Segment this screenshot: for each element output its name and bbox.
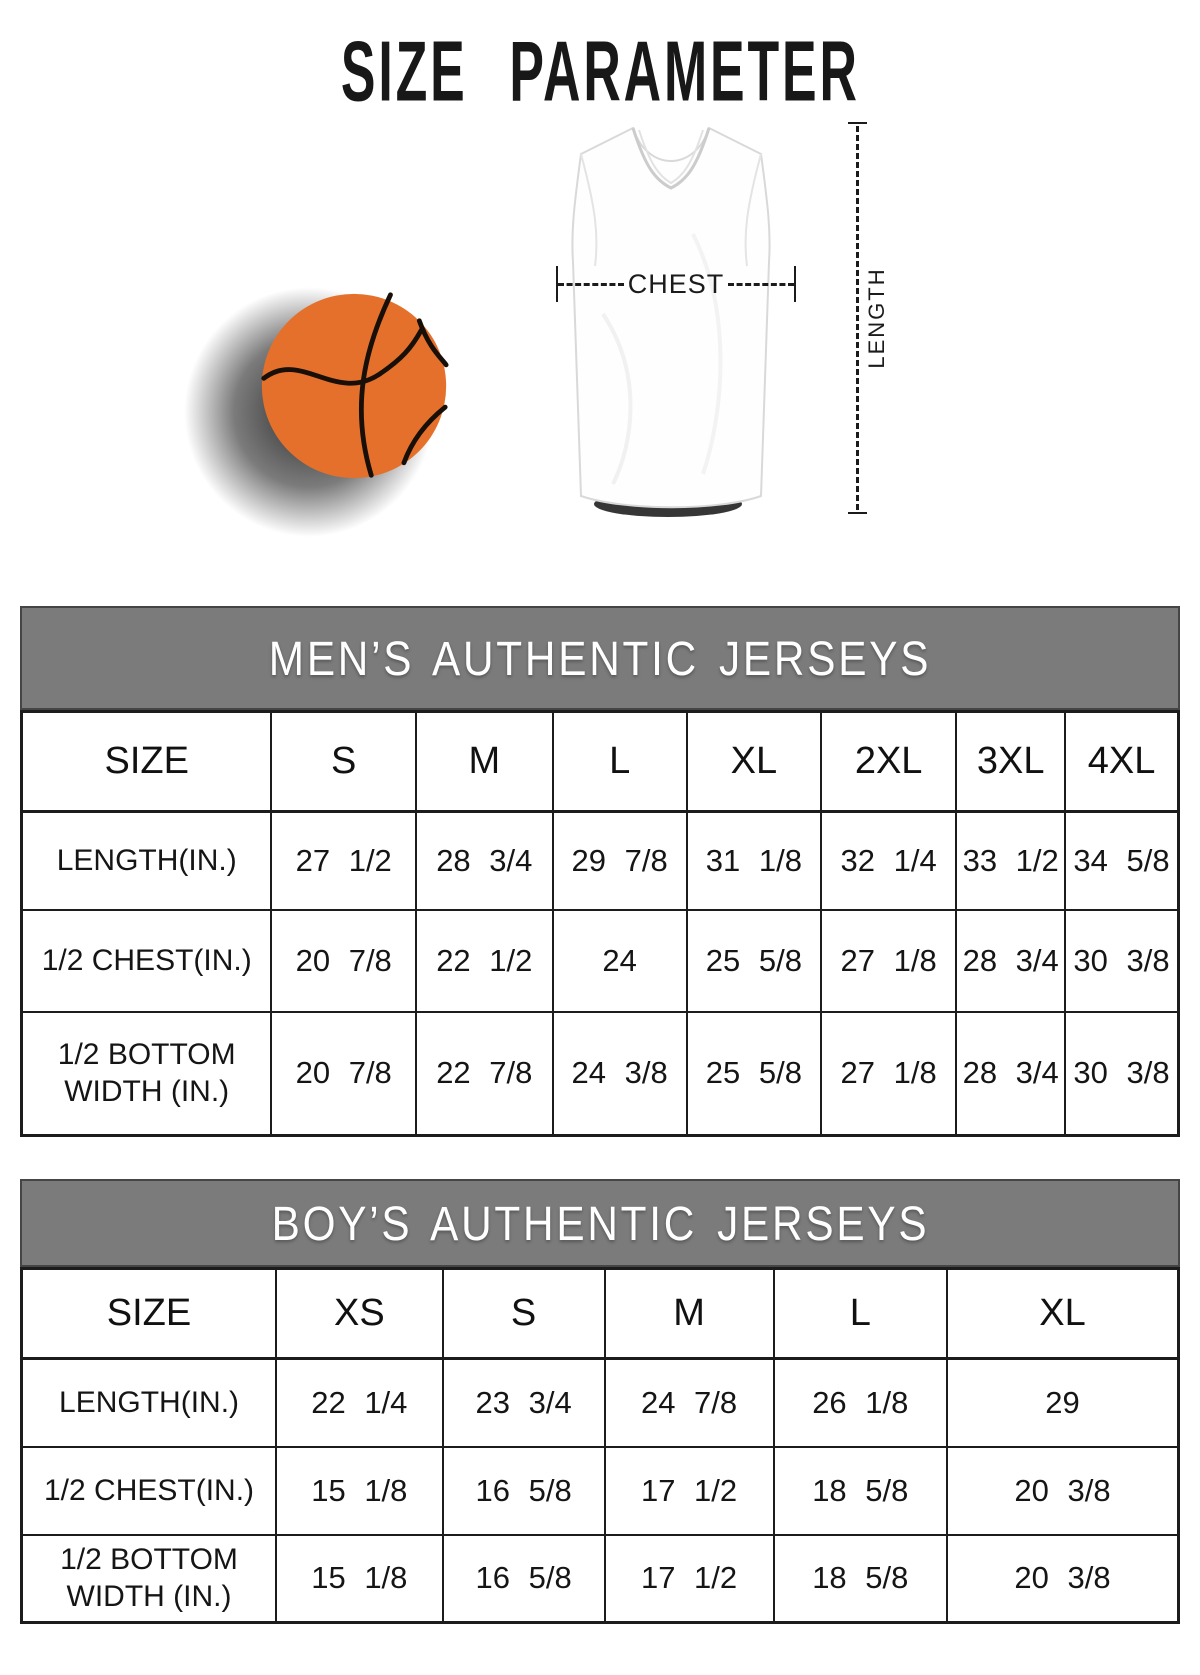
boys-header-size: SIZE xyxy=(20,1267,278,1360)
boys-header-s: S xyxy=(441,1267,606,1360)
mens-chest-row: 1/2 CHEST(IN.) 20 7/8 22 1/2 24 25 5/8 2… xyxy=(20,908,1180,1013)
mens-chest-4xl: 30 3/8 xyxy=(1064,908,1180,1013)
mens-section: MEN’S AUTHENTIC JERSEYS SIZE S M L XL 2X… xyxy=(20,606,1180,1137)
mens-bottom-3xl: 28 3/4 xyxy=(955,1010,1067,1137)
boys-length-s: 23 3/4 xyxy=(441,1357,606,1448)
boys-length-l: 26 1/8 xyxy=(772,1357,949,1448)
size-figure: CHEST LENGTH xyxy=(0,104,1200,556)
boys-header-l: L xyxy=(772,1267,949,1360)
mens-bottom-4xl: 30 3/8 xyxy=(1064,1010,1180,1137)
boys-size-table: SIZE XS S M L XL LENGTH(IN.) 22 1/4 23 3… xyxy=(20,1267,1180,1624)
mens-header-xl: XL xyxy=(685,710,822,813)
length-dimension-line: LENGTH xyxy=(846,122,892,514)
boys-chest-s: 16 5/8 xyxy=(441,1445,606,1536)
boys-bottom-width-row: 1/2 BOTTOM WIDTH (IN.) 15 1/8 16 5/8 17 … xyxy=(20,1533,1180,1624)
boys-bottom-s: 16 5/8 xyxy=(441,1533,606,1624)
chest-tick-left xyxy=(556,266,558,302)
mens-header-s: S xyxy=(270,710,418,813)
length-dash-line xyxy=(856,126,859,510)
mens-banner-title: MEN’S AUTHENTIC JERSEYS xyxy=(268,630,932,686)
chest-dimension-line: CHEST xyxy=(556,266,797,302)
mens-header-row: SIZE S M L XL 2XL 3XL 4XL xyxy=(20,710,1180,813)
mens-chest-s: 20 7/8 xyxy=(270,908,418,1013)
mens-chest-3xl: 28 3/4 xyxy=(955,908,1067,1013)
boys-chest-xl: 20 3/8 xyxy=(946,1445,1180,1536)
mens-length-label: LENGTH(IN.) xyxy=(20,810,273,911)
mens-chest-label: 1/2 CHEST(IN.) xyxy=(20,908,273,1013)
mens-length-3xl: 33 1/2 xyxy=(955,810,1067,911)
mens-header-m: M xyxy=(415,710,554,813)
boys-section: BOY’S AUTHENTIC JERSEYS SIZE XS S M L XL… xyxy=(20,1179,1180,1624)
boys-bottom-xs: 15 1/8 xyxy=(275,1533,444,1624)
boys-length-m: 24 7/8 xyxy=(603,1357,775,1448)
chest-dash-left xyxy=(558,282,624,286)
mens-chest-2xl: 27 1/8 xyxy=(819,908,958,1013)
boys-length-label: LENGTH(IN.) xyxy=(20,1357,278,1448)
page-title: SIZE PARAMETER xyxy=(340,25,860,120)
mens-header-4xl: 4XL xyxy=(1064,710,1180,813)
boys-length-xs: 22 1/4 xyxy=(275,1357,444,1448)
mens-bottom-l: 24 3/8 xyxy=(551,1010,688,1137)
mens-length-4xl: 34 5/8 xyxy=(1064,810,1180,911)
mens-length-row: LENGTH(IN.) 27 1/2 28 3/4 29 7/8 31 1/8 … xyxy=(20,810,1180,911)
mens-length-m: 28 3/4 xyxy=(415,810,554,911)
mens-size-table: SIZE S M L XL 2XL 3XL 4XL LENGTH(IN.) 27… xyxy=(20,710,1180,1137)
length-label: LENGTH xyxy=(864,267,889,369)
chest-label: CHEST xyxy=(627,268,725,299)
mens-bottom-width-label: 1/2 BOTTOM WIDTH (IN.) xyxy=(20,1010,273,1137)
chest-dash-right xyxy=(728,282,795,286)
boys-chest-xs: 15 1/8 xyxy=(275,1445,444,1536)
boys-chest-row: 1/2 CHEST(IN.) 15 1/8 16 5/8 17 1/2 18 5… xyxy=(20,1445,1180,1536)
mens-bottom-xl: 25 5/8 xyxy=(685,1010,822,1137)
boys-chest-label: 1/2 CHEST(IN.) xyxy=(20,1445,278,1536)
basketball-icon xyxy=(261,292,449,479)
boys-banner-title: BOY’S AUTHENTIC JERSEYS xyxy=(271,1195,929,1251)
mens-chest-m: 22 1/2 xyxy=(415,908,554,1013)
mens-header-2xl: 2XL xyxy=(819,710,958,813)
mens-banner: MEN’S AUTHENTIC JERSEYS xyxy=(20,606,1180,710)
boys-bottom-width-label: 1/2 BOTTOM WIDTH (IN.) xyxy=(20,1533,278,1624)
mens-chest-xl: 25 5/8 xyxy=(685,908,822,1013)
boys-header-xl: XL xyxy=(946,1267,1180,1360)
jersey-image xyxy=(571,126,771,517)
mens-bottom-s: 20 7/8 xyxy=(270,1010,418,1137)
length-tick-top xyxy=(848,122,867,124)
mens-bottom-m: 22 7/8 xyxy=(415,1010,554,1137)
boys-bottom-m: 17 1/2 xyxy=(603,1533,775,1624)
boys-header-m: M xyxy=(603,1267,775,1360)
mens-bottom-width-row: 1/2 BOTTOM WIDTH (IN.) 20 7/8 22 7/8 24 … xyxy=(20,1010,1180,1137)
boys-bottom-l: 18 5/8 xyxy=(772,1533,949,1624)
mens-chest-l: 24 xyxy=(551,908,688,1013)
boys-bottom-xl: 20 3/8 xyxy=(946,1533,1180,1624)
boys-header-row: SIZE XS S M L XL xyxy=(20,1267,1180,1360)
boys-chest-m: 17 1/2 xyxy=(603,1445,775,1536)
mens-header-l: L xyxy=(551,710,688,813)
mens-header-size: SIZE xyxy=(20,710,273,813)
mens-length-l: 29 7/8 xyxy=(551,810,688,911)
chest-tick-right xyxy=(794,266,797,302)
boys-banner: BOY’S AUTHENTIC JERSEYS xyxy=(20,1179,1180,1267)
mens-length-2xl: 32 1/4 xyxy=(819,810,958,911)
mens-length-xl: 31 1/8 xyxy=(685,810,822,911)
boys-chest-l: 18 5/8 xyxy=(772,1445,949,1536)
mens-length-s: 27 1/2 xyxy=(270,810,418,911)
boys-length-row: LENGTH(IN.) 22 1/4 23 3/4 24 7/8 26 1/8 … xyxy=(20,1357,1180,1448)
mens-bottom-2xl: 27 1/8 xyxy=(819,1010,958,1137)
boys-length-xl: 29 xyxy=(946,1357,1180,1448)
boys-header-xs: XS xyxy=(275,1267,444,1360)
length-tick-bottom xyxy=(848,512,867,514)
mens-header-3xl: 3XL xyxy=(955,710,1067,813)
